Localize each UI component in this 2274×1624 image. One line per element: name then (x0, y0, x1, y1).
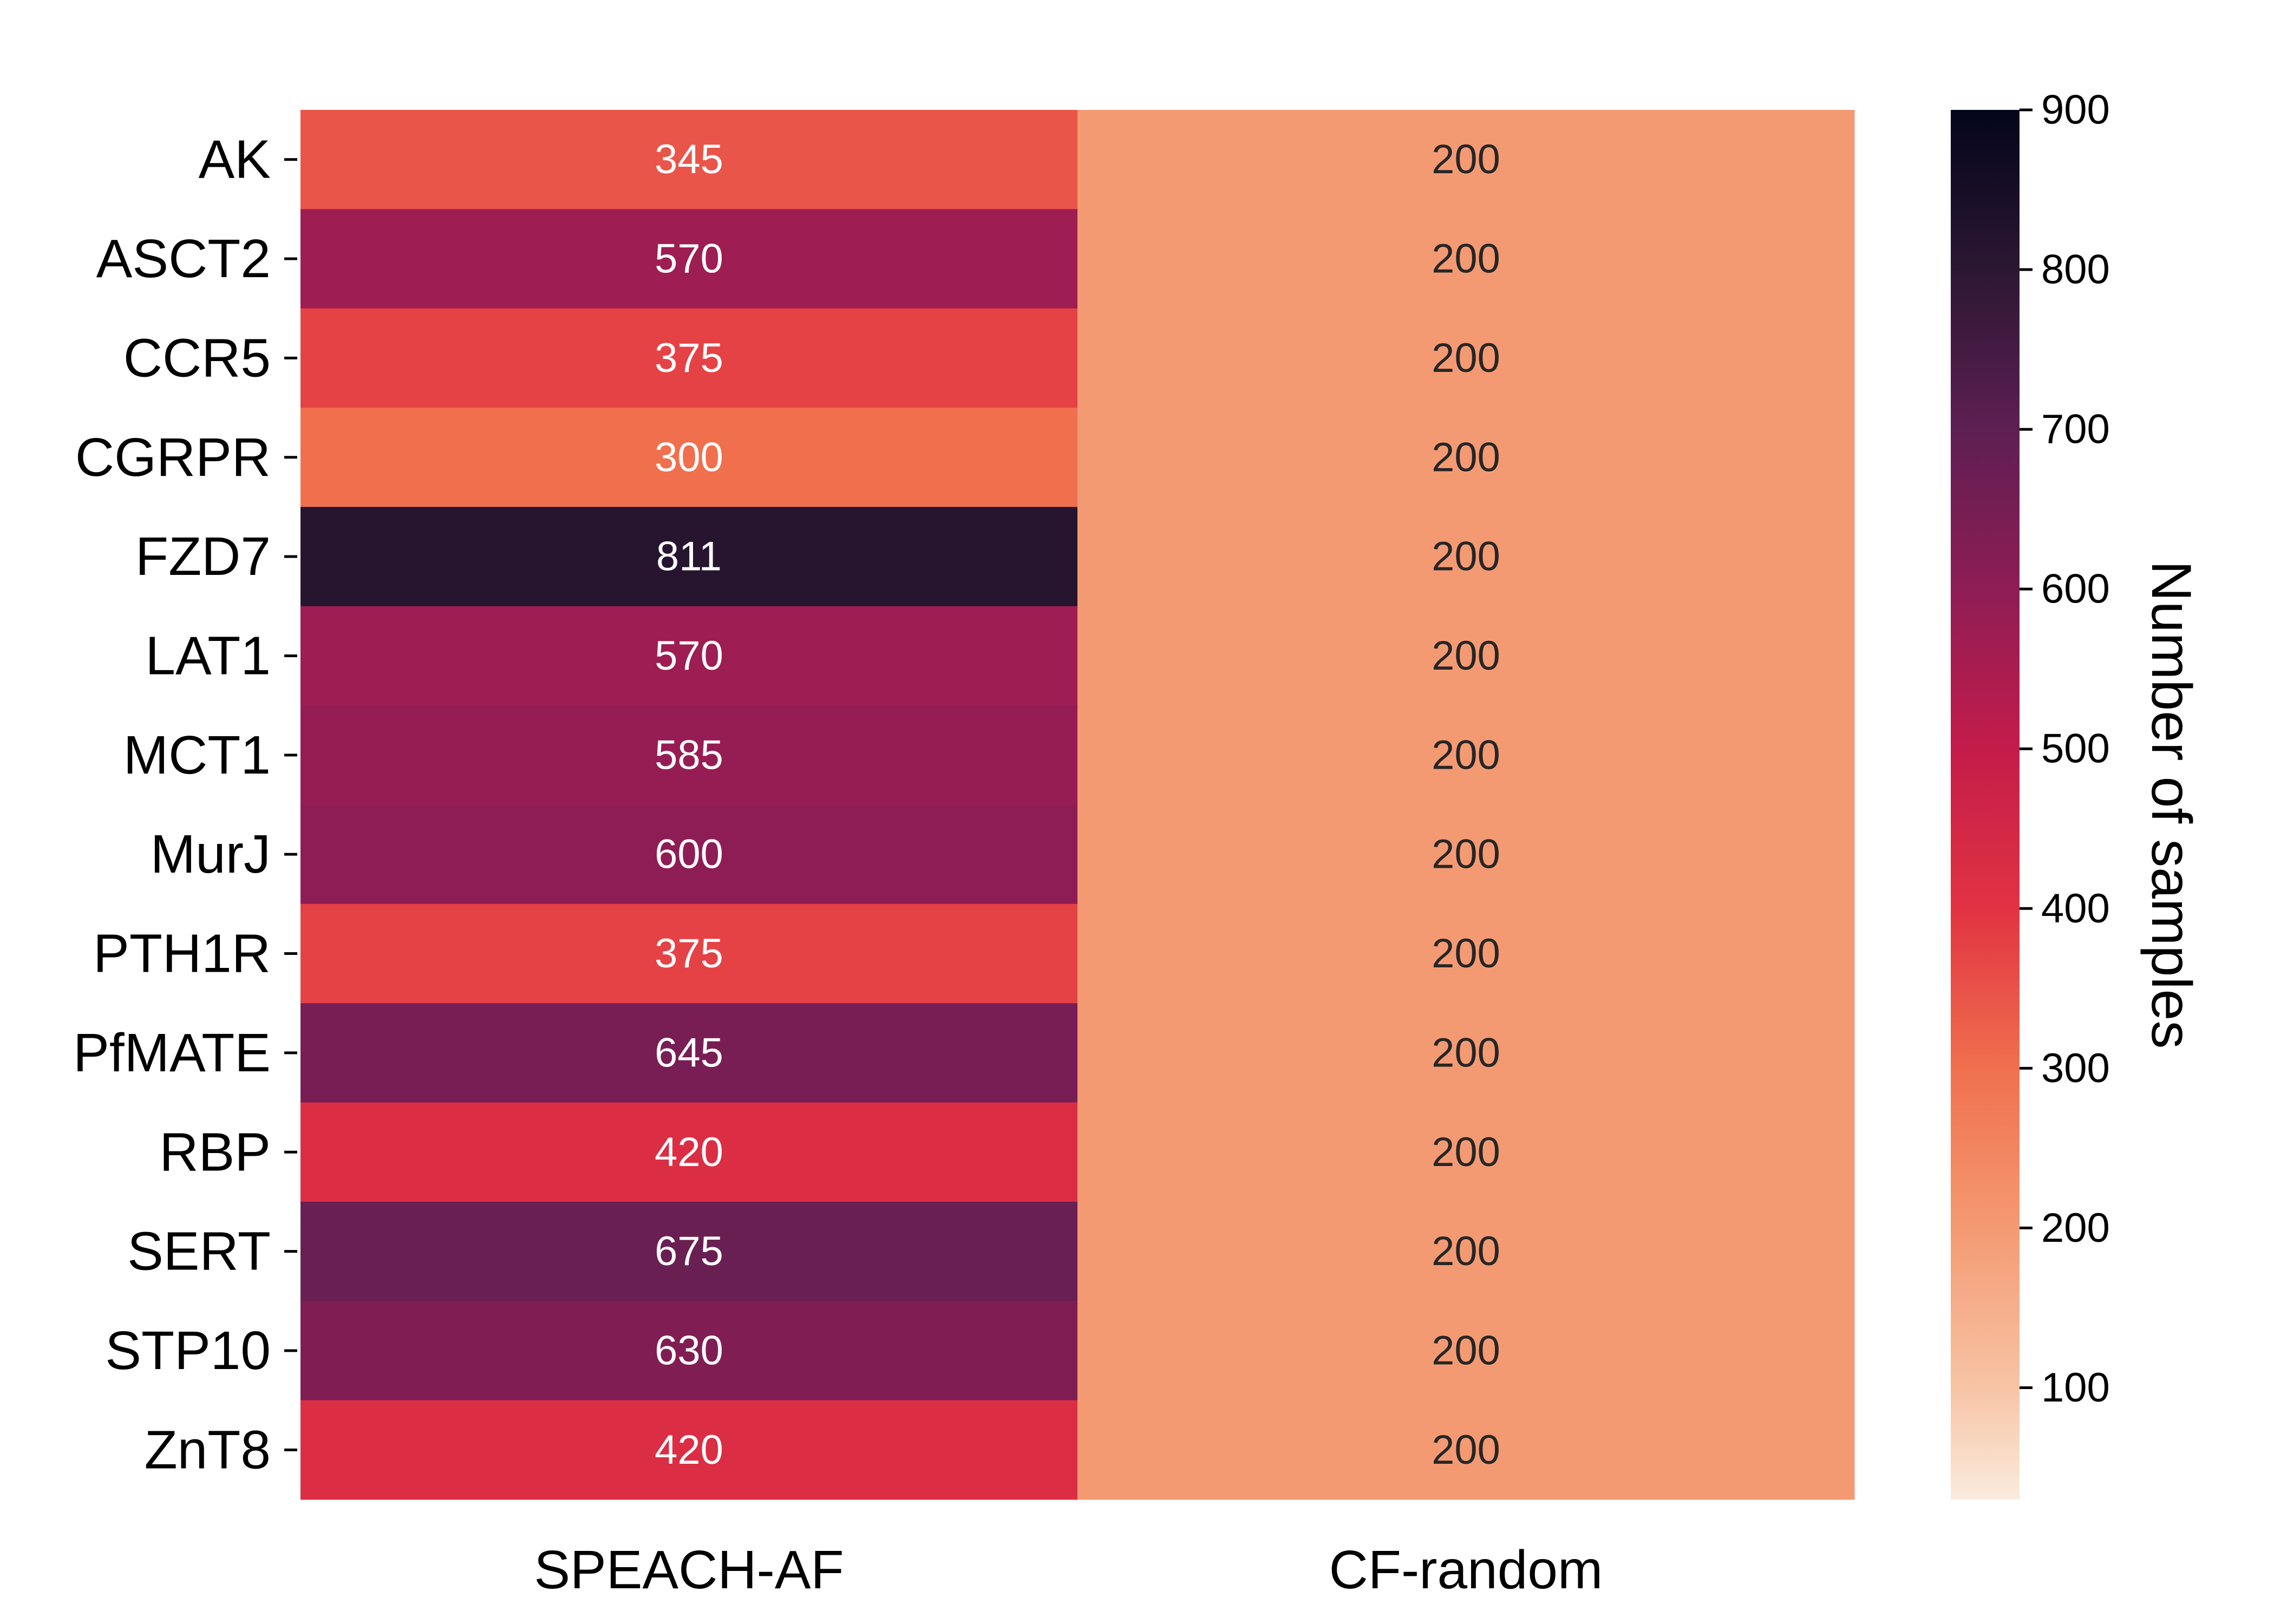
row-label: RBP (159, 1122, 271, 1182)
heatmap-cell (300, 1301, 1078, 1401)
cell-value-label: 585 (655, 732, 723, 778)
row-axis: AK ASCT2 CCR5 CGRPR FZD7 LAT1 MCT1 MurJ PTH1R PfM… (73, 129, 297, 1480)
cell-value-label: 375 (655, 335, 723, 381)
colorbar-tick-label: 800 (2041, 247, 2110, 293)
heatmap-cell (300, 507, 1078, 607)
colorbar-gradient (1951, 110, 2020, 1499)
heatmap-cell (300, 1102, 1078, 1202)
cell-value-label: 200 (1432, 136, 1500, 182)
column-axis: SPEACH-AF CF-random (534, 1540, 1603, 1600)
cell-value-label: 375 (655, 931, 723, 977)
heatmap-cell (1077, 1301, 1855, 1401)
heatmap-cell (300, 804, 1078, 905)
row-label: PfMATE (73, 1023, 271, 1083)
heatmap-cell (300, 606, 1078, 706)
heatmap-cell (300, 308, 1078, 408)
cell-value-label: 200 (1432, 236, 1500, 282)
cell-value-label: 200 (1432, 1129, 1500, 1175)
heatmap-cell (300, 408, 1078, 507)
cell-value-label: 570 (655, 236, 723, 282)
cell-value-label: 200 (1432, 335, 1500, 381)
column-label: SPEACH-AF (534, 1540, 844, 1600)
colorbar-tick-label: 600 (2041, 566, 2110, 612)
cell-value-label: 420 (655, 1129, 723, 1175)
cell-value-label: 630 (655, 1327, 723, 1373)
cell-value-label: 200 (1432, 633, 1500, 679)
heatmap-cell (1077, 1400, 1855, 1500)
cell-value-label: 200 (1432, 1228, 1500, 1274)
row-label: CCR5 (123, 328, 271, 388)
colorbar-ticks: 100 200 300 400 500 600 700 800 900 (2020, 87, 2110, 1411)
heatmap-cell (300, 110, 1078, 209)
row-label: PTH1R (93, 924, 271, 984)
heatmap-cell (1077, 408, 1855, 507)
cell-value-label: 675 (655, 1228, 723, 1274)
cell-value-label: 200 (1432, 1030, 1500, 1076)
heatmap-cell (1077, 1201, 1855, 1301)
cell-value-label: 200 (1432, 434, 1500, 480)
cell-value-label: 811 (656, 534, 722, 580)
cell-value-label: 345 (655, 136, 723, 182)
colorbar-tick-label: 300 (2041, 1045, 2110, 1091)
colorbar-tick-label: 200 (2041, 1205, 2110, 1251)
heatmap-cell (1077, 1003, 1855, 1103)
heatmap-cell (300, 1400, 1078, 1500)
colorbar-tick-label: 400 (2041, 886, 2110, 932)
heatmap-cell (1077, 507, 1855, 607)
heatmap-cells (300, 110, 1855, 1500)
heatmap-cell (1077, 209, 1855, 309)
heatmap-cell (1077, 903, 1855, 1004)
heatmap-cell (1077, 705, 1855, 805)
row-label: ASCT2 (96, 228, 271, 289)
cell-value-label: 570 (655, 633, 723, 679)
heatmap-cell (1077, 308, 1855, 408)
colorbar-title: Number of samples (2140, 561, 2203, 1049)
colorbar-tick-label: 700 (2041, 407, 2110, 453)
row-label: SERT (127, 1221, 271, 1282)
cell-value-label: 200 (1432, 732, 1500, 778)
heatmap-cell (300, 903, 1078, 1004)
colorbar-tick-label: 900 (2041, 87, 2110, 133)
colorbar-tick-label: 100 (2041, 1365, 2110, 1411)
cell-value-label: 200 (1432, 831, 1500, 878)
row-label: ZnT8 (145, 1419, 271, 1480)
colorbar-tick-label: 500 (2041, 726, 2110, 772)
cell-value-labels: 345 200 570 200 375 200 300 200 811 200 570 200 585 2… (655, 136, 1500, 1473)
heatmap-cell (300, 1003, 1078, 1103)
heatmap-cell (1077, 804, 1855, 905)
cell-value-label: 200 (1432, 1427, 1500, 1473)
heatmap-cell (1077, 110, 1855, 209)
heatmap-cell (300, 209, 1078, 309)
heatmap-cell (1077, 1102, 1855, 1202)
cell-value-label: 300 (655, 434, 723, 480)
cell-value-label: 645 (655, 1030, 723, 1076)
heatmap-cell (300, 705, 1078, 805)
colorbar: 100 200 300 400 500 600 700 800 900 Number of sa… (1951, 87, 2203, 1499)
row-label: MCT1 (123, 725, 271, 785)
cell-value-label: 600 (655, 831, 723, 878)
cell-value-label: 420 (655, 1427, 723, 1473)
row-label: FZD7 (135, 526, 271, 587)
row-label: AK (199, 129, 271, 190)
cell-value-label: 200 (1432, 931, 1500, 977)
row-label: STP10 (105, 1320, 271, 1381)
row-label: CGRPR (75, 427, 271, 488)
cell-value-label: 200 (1432, 534, 1500, 580)
heatmap-cell (300, 1201, 1078, 1301)
column-label: CF-random (1329, 1540, 1603, 1600)
cell-value-label: 200 (1432, 1327, 1500, 1373)
row-label: MurJ (151, 824, 271, 885)
heatmap-cell (1077, 606, 1855, 706)
row-label: LAT1 (145, 625, 271, 686)
